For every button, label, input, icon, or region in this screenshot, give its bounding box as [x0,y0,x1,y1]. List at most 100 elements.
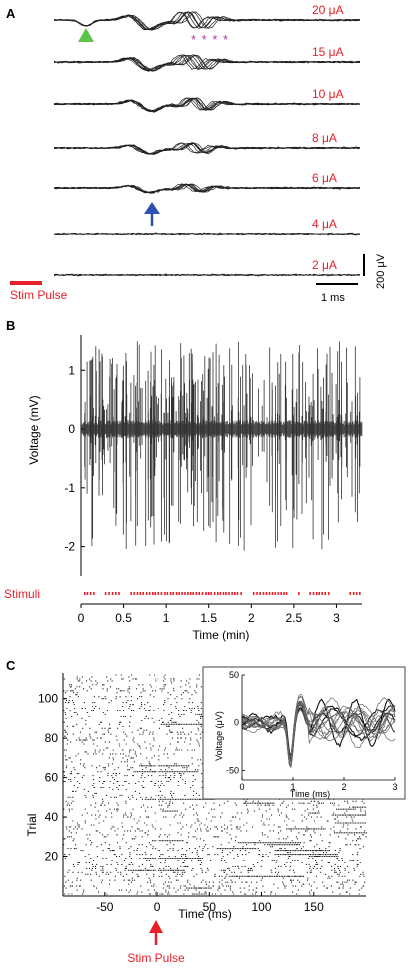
stimulus-mark [166,592,169,595]
stimulus-mark [219,592,222,595]
stimulus-mark [201,592,204,595]
panel-b-voltage-trace [81,341,363,551]
panel-c-ylabel: Trial [25,814,39,837]
stimulus-mark [187,592,189,595]
inset-waveform [241,704,396,768]
stimulus-mark [164,592,166,595]
stimulus-mark [231,592,233,595]
inset-waveform [241,695,396,763]
stimulus-mark [318,592,320,595]
stimulus-mark [133,592,136,595]
stimulus-mark [234,592,236,595]
stimulus-mark [240,592,242,595]
xtick-label: 0 [154,900,161,914]
inset-frame [202,666,406,800]
stimulus-mark [277,592,280,595]
stimulus-mark [207,592,210,595]
stimulus-mark [236,592,239,595]
inset-ytick-label: 0 [234,718,239,728]
trace-group [53,97,361,113]
stimulus-mark [108,592,110,595]
stimulus-mark [355,592,358,595]
inset-waveform [242,694,396,762]
inset-xtick-label: 3 [392,782,397,792]
current-label: 2 μA [312,258,337,272]
trace-group [53,232,361,236]
sweep-trace [53,183,360,194]
stimulus-mark [160,592,163,595]
panel-a: A 20 μA 15 μA 10 μA 8 μA 6 μA 4 μA 2 μA * * * … [6,3,387,304]
stimulus-mark [189,592,192,595]
stimulus-mark [265,592,268,595]
xtick-label: 0 [78,611,85,625]
xtick-label: 50 [203,900,217,914]
sweep-trace [53,11,361,30]
inset-waveforms [241,694,396,769]
xtick-label: 1 [163,611,170,625]
panel-b-ylabel: Voltage (mV) [27,395,41,464]
inset-xtick-label: 1 [290,782,295,792]
stimulus-mark [259,592,261,595]
stimulus-mark [280,592,282,595]
scale-bar-time-label: 1 ms [321,292,345,304]
stimulus-mark [222,592,225,595]
stim-pulse-label-c: Stim Pulse [127,951,185,965]
xtick-label: -50 [96,900,114,914]
xtick-label: 100 [252,900,272,914]
stimulus-mark [184,592,186,595]
stimulus-mark [312,592,315,595]
stimulus-mark [93,592,95,595]
spike-asterisks: * * * * [191,32,229,47]
inset-waveform [241,700,396,769]
stimulus-mark [324,592,326,595]
stimulus-mark [130,592,132,595]
stimulus-mark [169,592,172,595]
stim-pulse-arrow [149,920,163,945]
stimulus-mark [175,592,178,595]
stimuli-label: Stimuli [4,587,40,601]
ytick-label: 1 [68,363,75,377]
xtick-label: 2 [248,611,255,625]
stimulus-mark [309,592,311,595]
stimulus-mark [210,592,212,595]
stimulus-mark [205,592,207,595]
panel-b-xlabel: Time (min) [193,628,250,642]
current-label: 4 μA [312,217,337,231]
stimulus-mark [139,592,142,595]
inset-ytick-label: 50 [229,670,239,680]
panel-b: B -2 -1 0 1 Voltage (mV) Stimuli 0 0.5 1 1.5 2 2… [4,318,363,642]
stimulus-mark [271,592,274,595]
stimulus-mark [359,592,361,595]
trace-group [53,54,361,72]
stimulus-mark [89,592,92,595]
stimulus-mark [84,592,86,595]
current-label: 10 μA [312,87,344,101]
stimulus-mark [349,592,351,595]
xtick-label: 2.5 [286,611,303,625]
stimulus-mark [152,592,154,595]
stim-pulse-label-a: Stim Pulse [10,288,68,302]
inset-waveform [241,705,396,762]
stimulus-mark [274,592,277,595]
xtick-label: 0.5 [115,611,132,625]
trace-group [53,183,361,194]
sweep-trace [53,183,361,193]
green-triangle-marker [78,28,94,42]
ytick-label: -2 [64,540,75,554]
scale-bar-voltage-label: 200 μV [375,253,387,289]
trace-group [53,141,361,155]
current-label: 8 μA [312,131,337,145]
stimulus-mark [321,592,323,595]
stimulus-mark [252,592,255,595]
stimulus-mark [298,592,300,595]
panel-b-xaxis: 0 0.5 1 1.5 2 2.5 3 [78,603,362,625]
sweep-trace [53,54,361,72]
spike-lines [84,341,361,551]
inset-waveform [241,703,396,767]
stimulus-mark [217,592,219,595]
stimulus-mark [115,592,117,595]
stimulus-mark [104,592,107,595]
